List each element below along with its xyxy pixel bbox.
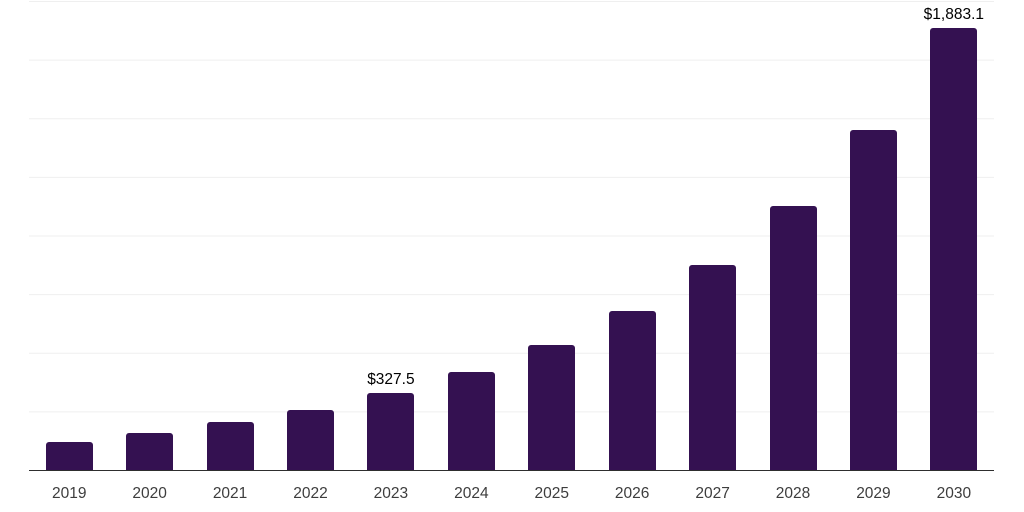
bar-slot	[431, 1, 511, 470]
x-tick-label: 2024	[454, 485, 489, 502]
bar	[367, 393, 415, 470]
bar	[930, 28, 978, 470]
bar-slot	[672, 1, 752, 470]
bar	[45, 442, 93, 470]
x-tick-label: 2027	[695, 485, 730, 502]
bar	[206, 422, 254, 470]
bar-slot	[270, 1, 350, 470]
bar	[528, 344, 576, 470]
x-tick-label: 2019	[51, 485, 87, 502]
bar-slot	[190, 1, 270, 470]
bar-slot: $1,883.1	[914, 1, 994, 470]
x-tick-label: 2028	[775, 485, 811, 502]
bar	[608, 310, 656, 470]
bar	[769, 206, 817, 470]
x-tick-label: 2029	[856, 485, 891, 502]
bar-value-label: $1,883.1	[923, 6, 985, 24]
x-axis-labels: 2019 2020 2021 2022 2023 2024 2025 2026 2027 2028…	[29, 473, 994, 512]
bar-slot	[109, 1, 189, 470]
bar-slot	[833, 1, 913, 470]
bar	[286, 409, 334, 470]
x-tick-label: 2023	[373, 485, 409, 502]
x-tick-label: 2025	[534, 485, 569, 502]
bar-slot	[592, 1, 672, 470]
bar-slot	[512, 1, 592, 470]
bar-slot: $327.5	[351, 1, 431, 470]
x-tick-label: 2021	[212, 485, 248, 502]
bar-slot	[753, 1, 833, 470]
bar	[849, 129, 897, 470]
x-tick-label: 2026	[614, 485, 650, 502]
x-tick-label: 2022	[293, 485, 328, 502]
plot-area: $327.5 $1,883.1	[29, 1, 994, 471]
bars-container: $327.5 $1,883.1	[29, 1, 994, 470]
bar	[447, 372, 495, 470]
bar-slot	[29, 1, 109, 470]
bar-value-label: $327.5	[367, 371, 415, 389]
x-tick-label: 2020	[132, 485, 167, 502]
bar	[126, 432, 174, 470]
x-tick-label: 2030	[936, 485, 972, 502]
bar	[689, 264, 737, 470]
